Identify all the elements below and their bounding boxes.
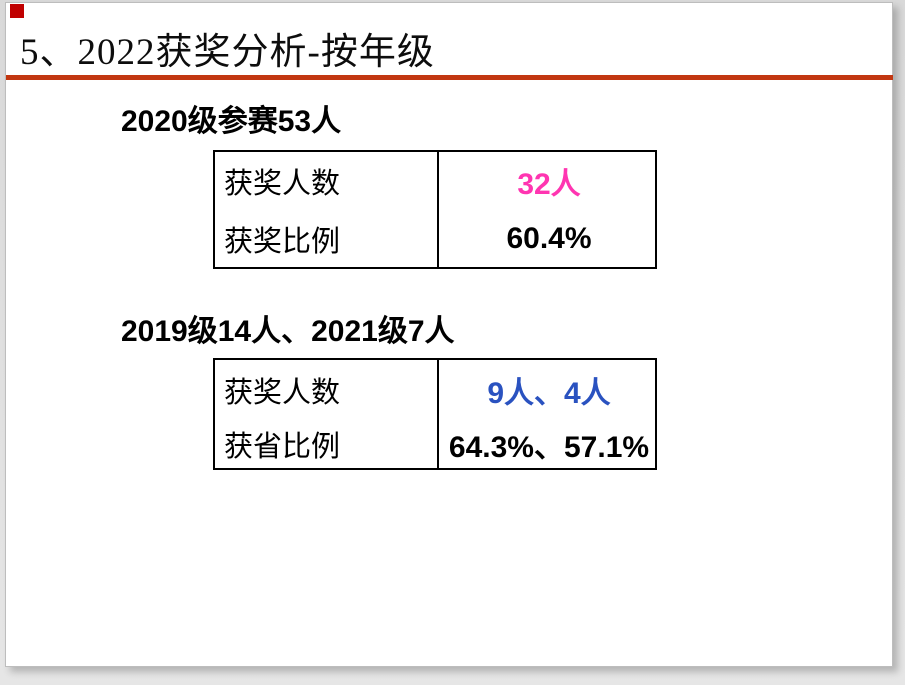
table-row-label: 获奖人数: [215, 360, 439, 419]
table-row-label: 获奖人数: [215, 152, 439, 210]
section-heading-grade-2020: 2020级参赛53人: [121, 105, 342, 138]
slide-title: 5、2022获奖分析-按年级: [20, 32, 435, 73]
table-row-value: 64.3%、57.1%: [448, 430, 650, 464]
slide-page: 5、2022获奖分析-按年级 2020级参赛53人 获奖人数 32人 获奖比例 …: [5, 2, 893, 667]
title-accent-line: [6, 75, 893, 80]
table-row-label: 获省比例: [215, 419, 439, 468]
awards-table-2019-2021: 获奖人数 9人、4人 获省比例 64.3%、57.1%: [213, 358, 657, 470]
table-row-value: 32人: [517, 168, 581, 201]
awards-table-2020: 获奖人数 32人 获奖比例 60.4%: [213, 150, 657, 269]
corner-accent-square: [10, 4, 24, 18]
section-heading-grades-2019-2021: 2019级14人、2021级7人: [121, 315, 455, 348]
table-row-value: 9人、4人: [487, 376, 611, 410]
table-row-label: 获奖比例: [215, 210, 439, 267]
table-row-value: 60.4%: [506, 221, 592, 255]
